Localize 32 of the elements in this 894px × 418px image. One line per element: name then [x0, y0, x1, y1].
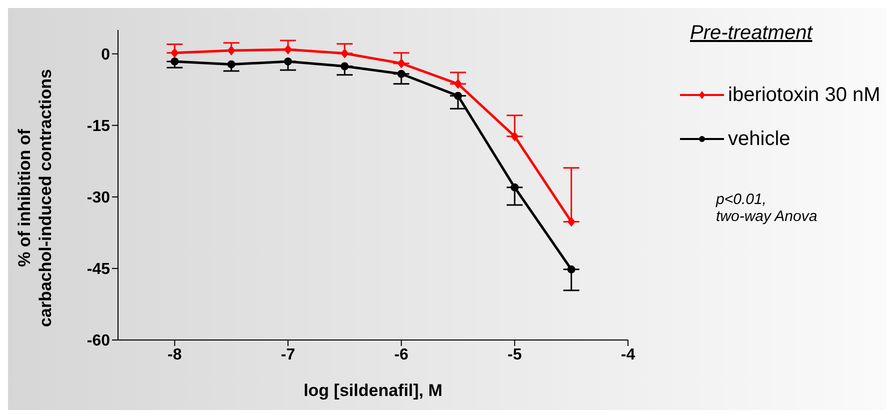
point — [170, 48, 179, 58]
y-tick-label: -30 — [86, 190, 110, 207]
x-tick-label: -5 — [508, 346, 522, 364]
y-axis-title: % of inhibition of carbachol-induced contractions — [15, 69, 55, 327]
text: p<0.01, two-way Anova — [716, 191, 818, 225]
point — [340, 48, 349, 58]
y-tick-label: -60 — [86, 332, 110, 350]
point — [397, 58, 406, 68]
y-tick-label: -45 — [86, 261, 110, 278]
point — [454, 78, 462, 89]
x-tick-label: -7 — [280, 346, 296, 364]
x-tick-label: -4 — [620, 346, 636, 364]
point — [454, 92, 462, 100]
x-axis-title: log [sildenafil], M — [304, 381, 442, 400]
legend-label: vehicle — [728, 128, 790, 150]
point — [510, 183, 519, 192]
point — [170, 57, 179, 66]
legend-label: iberiotoxin 30 nM — [728, 84, 880, 106]
point — [284, 44, 292, 55]
point — [227, 46, 236, 56]
y-tick-label: 0 — [101, 46, 110, 64]
legend-title: Pre-treatment — [690, 22, 814, 45]
point — [397, 70, 406, 78]
point — [340, 62, 349, 70]
point — [567, 265, 576, 274]
x-tick-label: -8 — [168, 346, 182, 364]
point — [284, 57, 292, 66]
y-tick-label: -15 — [86, 118, 110, 136]
point — [227, 60, 236, 68]
x-tick-label: -6 — [394, 346, 409, 364]
point — [567, 216, 576, 227]
point — [510, 131, 519, 142]
